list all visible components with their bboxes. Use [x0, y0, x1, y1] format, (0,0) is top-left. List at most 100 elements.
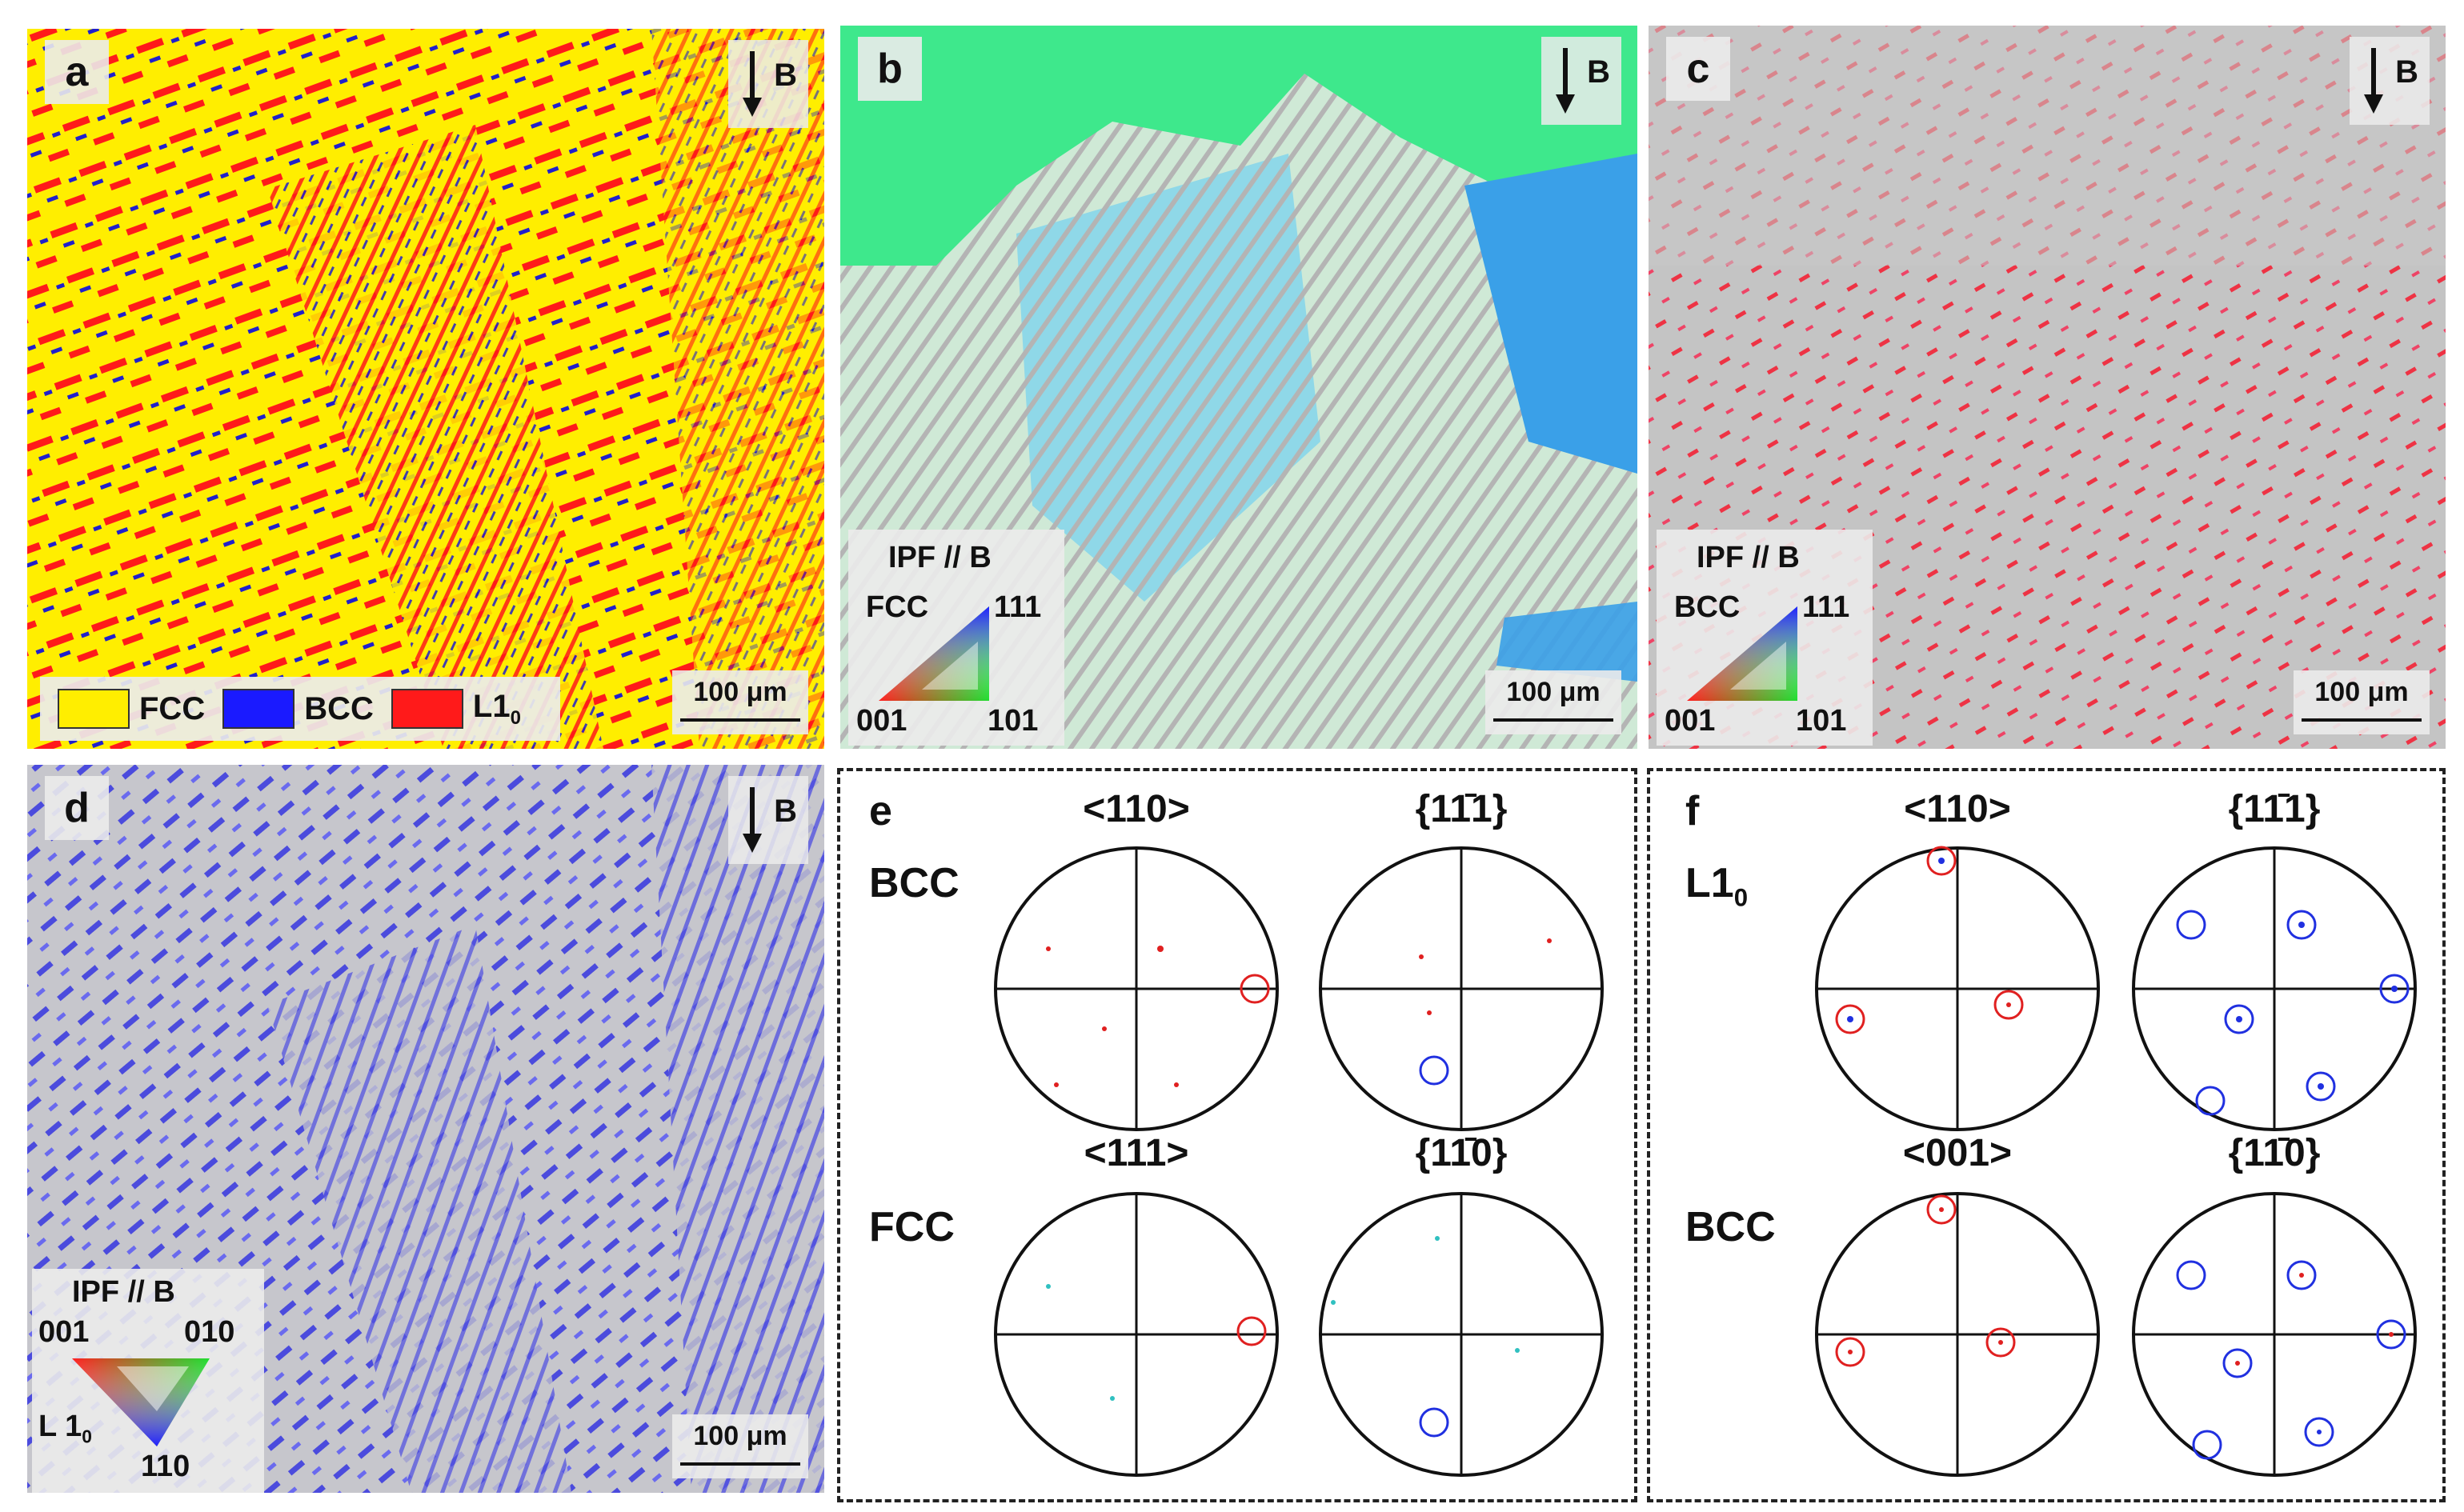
down-arrow-icon [1556, 48, 1575, 114]
highlight-circle [2192, 1430, 2222, 1460]
scale-bar-label: 100 μm [693, 1421, 787, 1451]
ipf-corner-110: 110 [141, 1450, 190, 1483]
ipf-corner-001: 001 [38, 1315, 90, 1349]
ipf-title: IPF // B [888, 541, 992, 574]
highlight-circle [1419, 1055, 1449, 1086]
phase-map-image [27, 29, 824, 749]
pole-figure-fcc-11-0 [1319, 1192, 1604, 1477]
highlight-circle [1985, 1327, 2016, 1358]
pole-spot [2006, 1002, 2011, 1007]
ipf-corner-111: 111 [994, 590, 1042, 624]
scale-bar-label: 100 μm [2314, 677, 2409, 707]
row2-phase-label: FCC [869, 1204, 955, 1250]
down-arrow-icon [2364, 48, 2383, 114]
pole-spot [1419, 954, 1424, 959]
scale-bar-label: 100 μm [1506, 677, 1601, 707]
pole-figure-bcc-11-0 [2132, 1192, 2417, 1477]
pole-spot [2317, 1430, 2322, 1434]
build-direction-label: B [1587, 54, 1610, 90]
highlight-circle [2195, 1086, 2226, 1116]
ipf-title: IPF // B [1697, 541, 1800, 574]
ipf-legend-bcc: IPF // B BCC 111 001 101 [1657, 530, 1873, 746]
pole-spot [1847, 1016, 1853, 1022]
scale-bar-line [680, 718, 800, 722]
scale-bar: 100 μm [672, 1414, 808, 1478]
legend-swatch-l10 [391, 689, 463, 729]
ipf-corner-101: 101 [988, 704, 1039, 738]
build-direction-label: B [774, 794, 797, 829]
row1-phase-label: BCC [869, 860, 960, 906]
pole-spot [1331, 1300, 1336, 1305]
pole-figure-header: <001> [1902, 1132, 2013, 1174]
highlight-circle [1240, 974, 1270, 1004]
pole-spot [1174, 1082, 1179, 1087]
pole-figure-bcc-110 [994, 846, 1279, 1131]
panel-c-letter: c [1666, 37, 1730, 101]
pole-spot [1848, 1350, 1853, 1354]
ipf-corner-111: 111 [1802, 590, 1850, 624]
pole-figure-header: {11̄1} [2228, 788, 2321, 830]
legend-swatch-bcc [222, 689, 295, 729]
scale-bar-line [2302, 718, 2422, 722]
highlight-circle [2286, 1260, 2317, 1290]
down-arrow-icon [743, 787, 762, 853]
down-arrow-icon [743, 51, 762, 117]
scale-bar: 100 μm [672, 670, 808, 734]
row1-phase-label: L10 [1685, 860, 1749, 912]
pole-figure-header: <110> [1083, 788, 1190, 830]
bcc-ipf-map-image [1649, 26, 2446, 749]
build-direction-indicator: B [728, 776, 808, 864]
panel-e-letter: e [869, 788, 892, 834]
highlight-circle [2306, 1071, 2336, 1102]
pole-spot [1547, 938, 1552, 943]
pole-spot [2298, 922, 2305, 928]
legend-swatch-fcc [58, 689, 130, 729]
scale-bar-label: 100 μm [693, 677, 787, 707]
highlight-circle [2286, 910, 2317, 940]
ipf-color-triangle [879, 606, 989, 701]
pole-figure-l10-110 [1815, 846, 2100, 1131]
highlight-circle [1926, 1194, 1957, 1225]
panel-a-letter: a [45, 40, 109, 104]
legend-label-l10: L10 [472, 688, 521, 729]
build-direction-indicator: B [728, 40, 808, 128]
legend-label-fcc: FCC [139, 690, 206, 726]
ipf-phase-label: L 10 [38, 1410, 92, 1447]
build-direction-indicator: B [2350, 37, 2430, 125]
highlight-circle [1236, 1316, 1267, 1346]
pole-spot [2236, 1016, 2242, 1022]
panel-f-pole-figures: f L10 BCC <110> {11̄1} <001> {11̄0} [1647, 768, 2446, 1502]
panel-d-letter: d [45, 776, 109, 840]
highlight-circle [2379, 974, 2410, 1004]
panel-c-bcc-ipf-map: c B IPF // B BCC 111 001 101 100 μm [1649, 26, 2446, 749]
scale-bar-line [1493, 718, 1613, 722]
pole-spot [1046, 946, 1051, 951]
panel-b-letter: b [858, 37, 922, 101]
panel-d-l10-ipf-map: d B IPF // B 001 010 L 10 110 100 μm [27, 765, 824, 1493]
highlight-circle [1419, 1407, 1449, 1438]
phase-legend: FCC BCC L10 [40, 677, 560, 741]
highlight-circle [2176, 1260, 2206, 1290]
build-direction-label: B [2395, 54, 2418, 90]
fcc-ipf-map-image [840, 26, 1637, 749]
build-direction-label: B [774, 58, 797, 93]
panel-f-letter: f [1685, 788, 1700, 834]
ipf-corner-001: 001 [856, 704, 907, 738]
pole-spot [2299, 1273, 2304, 1278]
scale-bar-line [680, 1462, 800, 1466]
pole-figure-header: <111> [1084, 1132, 1189, 1174]
highlight-circle [2376, 1319, 2406, 1350]
pole-spot [2318, 1083, 2324, 1090]
pole-figure-fcc-111 [994, 1192, 1279, 1477]
highlight-circle [2224, 1004, 2254, 1034]
ipf-corner-001: 001 [1665, 704, 1716, 738]
pole-figure-bcc-11-1 [1319, 846, 1604, 1131]
pole-spot [1938, 858, 1945, 864]
ipf-legend-fcc: IPF // B FCC 111 001 101 [848, 530, 1064, 746]
pole-figure-header: {11̄1} [1415, 788, 1508, 830]
pole-figure-header: {11̄0} [1415, 1132, 1508, 1174]
ipf-corner-010: 010 [184, 1315, 235, 1349]
pole-spot [1157, 946, 1164, 952]
highlight-circle [1835, 1004, 1865, 1034]
build-direction-indicator: B [1541, 37, 1621, 125]
